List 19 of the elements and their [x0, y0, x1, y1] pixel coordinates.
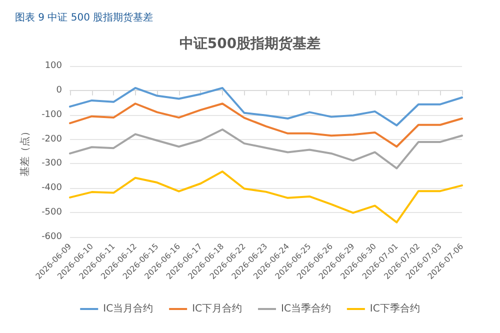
y-axis-title: 基差（点） [19, 126, 32, 176]
y-tick-label: -100 [42, 110, 62, 120]
y-tick-label: -400 [42, 183, 62, 194]
y-tick-label: -500 [42, 208, 62, 218]
y-tick-label: 0 [56, 85, 62, 96]
y-tick-label: -600 [42, 232, 62, 242]
y-tick-label: -300 [42, 158, 62, 169]
legend-label: IC下季合约 [370, 302, 420, 314]
legend-label: IC当月合约 [103, 302, 154, 314]
line-series [69, 170, 463, 224]
y-tick-label: 100 [44, 61, 62, 71]
chart-title: 中证500股指期货基差 [179, 36, 321, 52]
legend-label: IC下月合约 [192, 302, 242, 314]
y-tick-label: -200 [42, 134, 62, 144]
line-series [69, 86, 463, 126]
legend-label: IC当季合约 [281, 302, 331, 314]
line-series [69, 128, 463, 170]
chart-subtitle: 图表 9 中证 500 股指期货基差 [15, 12, 154, 24]
line-series [69, 102, 463, 148]
